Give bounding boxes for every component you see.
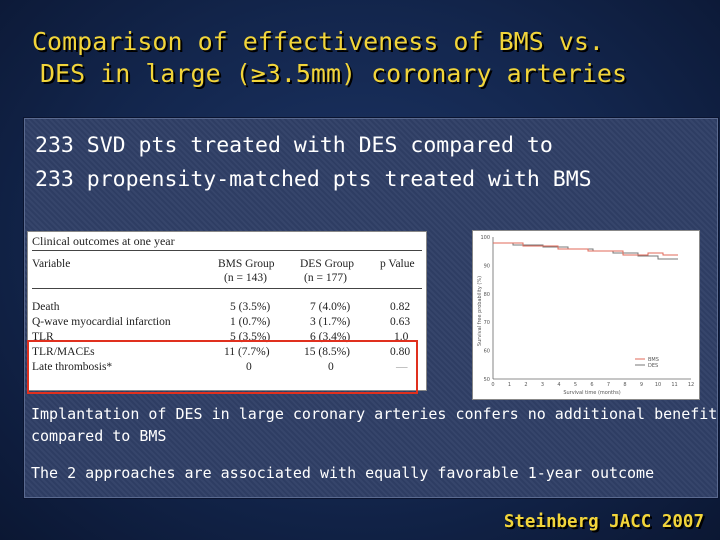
col-header-bms-n: (n = 143) — [224, 272, 267, 284]
table-row-des: 3 (1.7%) — [310, 316, 351, 328]
x-tick-label: 12 — [688, 382, 694, 388]
des-survival-curve — [493, 242, 678, 260]
table-row-des: 15 (8.5%) — [304, 346, 350, 358]
y-tick-label: 70 — [484, 320, 490, 326]
col-header-p: p Value — [380, 258, 415, 270]
outcomes-table: Clinical outcomes at one year Variable B… — [27, 231, 427, 391]
x-tick-label: 4 — [557, 382, 560, 388]
legend-des: DES — [648, 363, 658, 369]
note-2: The 2 approaches are associated with equ… — [31, 464, 655, 482]
x-tick-label: 0 — [491, 382, 494, 388]
table-row-p: — — [396, 361, 408, 373]
content-panel: 233 SVD pts treated with DES compared to… — [24, 118, 718, 498]
note-1-line-1: Implantation of DES in large coronary ar… — [31, 405, 718, 423]
table-row-variable: Q-wave myocardial infarction — [32, 316, 171, 328]
citation: Steinberg JACC 2007 — [503, 512, 704, 532]
table-row-variable: Death — [32, 301, 60, 313]
table-row-bms: 5 (3.5%) — [230, 301, 271, 313]
y-tick-label: 90 — [484, 263, 490, 269]
x-tick-label: 10 — [655, 382, 661, 388]
col-header-des: DES Group — [300, 258, 354, 270]
x-axis-label: Survival time (months) — [563, 390, 620, 396]
x-tick-label: 1 — [508, 382, 511, 388]
table-rule-header — [32, 288, 422, 289]
table-row-variable: Late thrombosis* — [32, 361, 113, 373]
y-tick-label: 80 — [484, 292, 490, 298]
legend-bms: BMS — [648, 357, 659, 363]
col-header-des-n: (n = 177) — [304, 272, 347, 284]
col-header-variable: Variable — [32, 258, 71, 270]
note-1: Implantation of DES in large coronary ar… — [31, 403, 717, 447]
slide-title: Comparison of effectiveness of BMS vs. D… — [0, 26, 720, 90]
title-line-1: Comparison of effectiveness of BMS vs. — [32, 27, 604, 56]
x-tick-label: 8 — [623, 382, 626, 388]
highlight-box-table — [27, 340, 418, 394]
col-header-bms: BMS Group — [218, 258, 275, 270]
note-1-line-2: compared to BMS — [31, 427, 167, 445]
bms-survival-curve — [493, 242, 678, 256]
table-row-p: 0.80 — [390, 346, 411, 358]
x-tick-label: 3 — [541, 382, 544, 388]
y-tick-label: 100 — [480, 235, 490, 241]
table-row-variable: TLR/MACEs — [32, 346, 95, 358]
x-tick-label: 5 — [574, 382, 577, 388]
subtitle-line-2: 233 propensity-matched pts treated with … — [35, 167, 592, 192]
table-caption: Clinical outcomes at one year — [32, 234, 175, 248]
table-row-bms: 1 (0.7%) — [230, 316, 271, 328]
subtitle: 233 SVD pts treated with DES compared to… — [35, 129, 592, 197]
table-row-p: 0.82 — [390, 301, 411, 313]
y-tick-label: 50 — [484, 377, 490, 383]
survival-chart: 100 90 80 70 60 50 0 1 2 3 4 5 6 7 8 9 10 11 12 BMS DES S… — [472, 230, 700, 400]
table-row-des: 0 — [328, 361, 334, 373]
x-tick-label: 6 — [590, 382, 593, 388]
x-tick-label: 2 — [524, 382, 527, 388]
subtitle-line-1: 233 SVD pts treated with DES compared to — [35, 133, 553, 158]
x-tick-label: 9 — [640, 382, 643, 388]
table-row-p: 0.63 — [390, 316, 411, 328]
x-tick-label: 11 — [671, 382, 677, 388]
table-rule-top — [32, 250, 422, 251]
y-axis-label: Survival free probability (%) — [477, 276, 483, 346]
table-row-des: 7 (4.0%) — [310, 301, 351, 313]
table-row-bms: 11 (7.7%) — [224, 346, 270, 358]
table-row-bms: 0 — [246, 361, 252, 373]
x-tick-label: 7 — [607, 382, 610, 388]
y-tick-label: 60 — [484, 349, 490, 355]
title-line-2: DES in large (≥3.5mm) coronary arteries — [40, 59, 627, 88]
